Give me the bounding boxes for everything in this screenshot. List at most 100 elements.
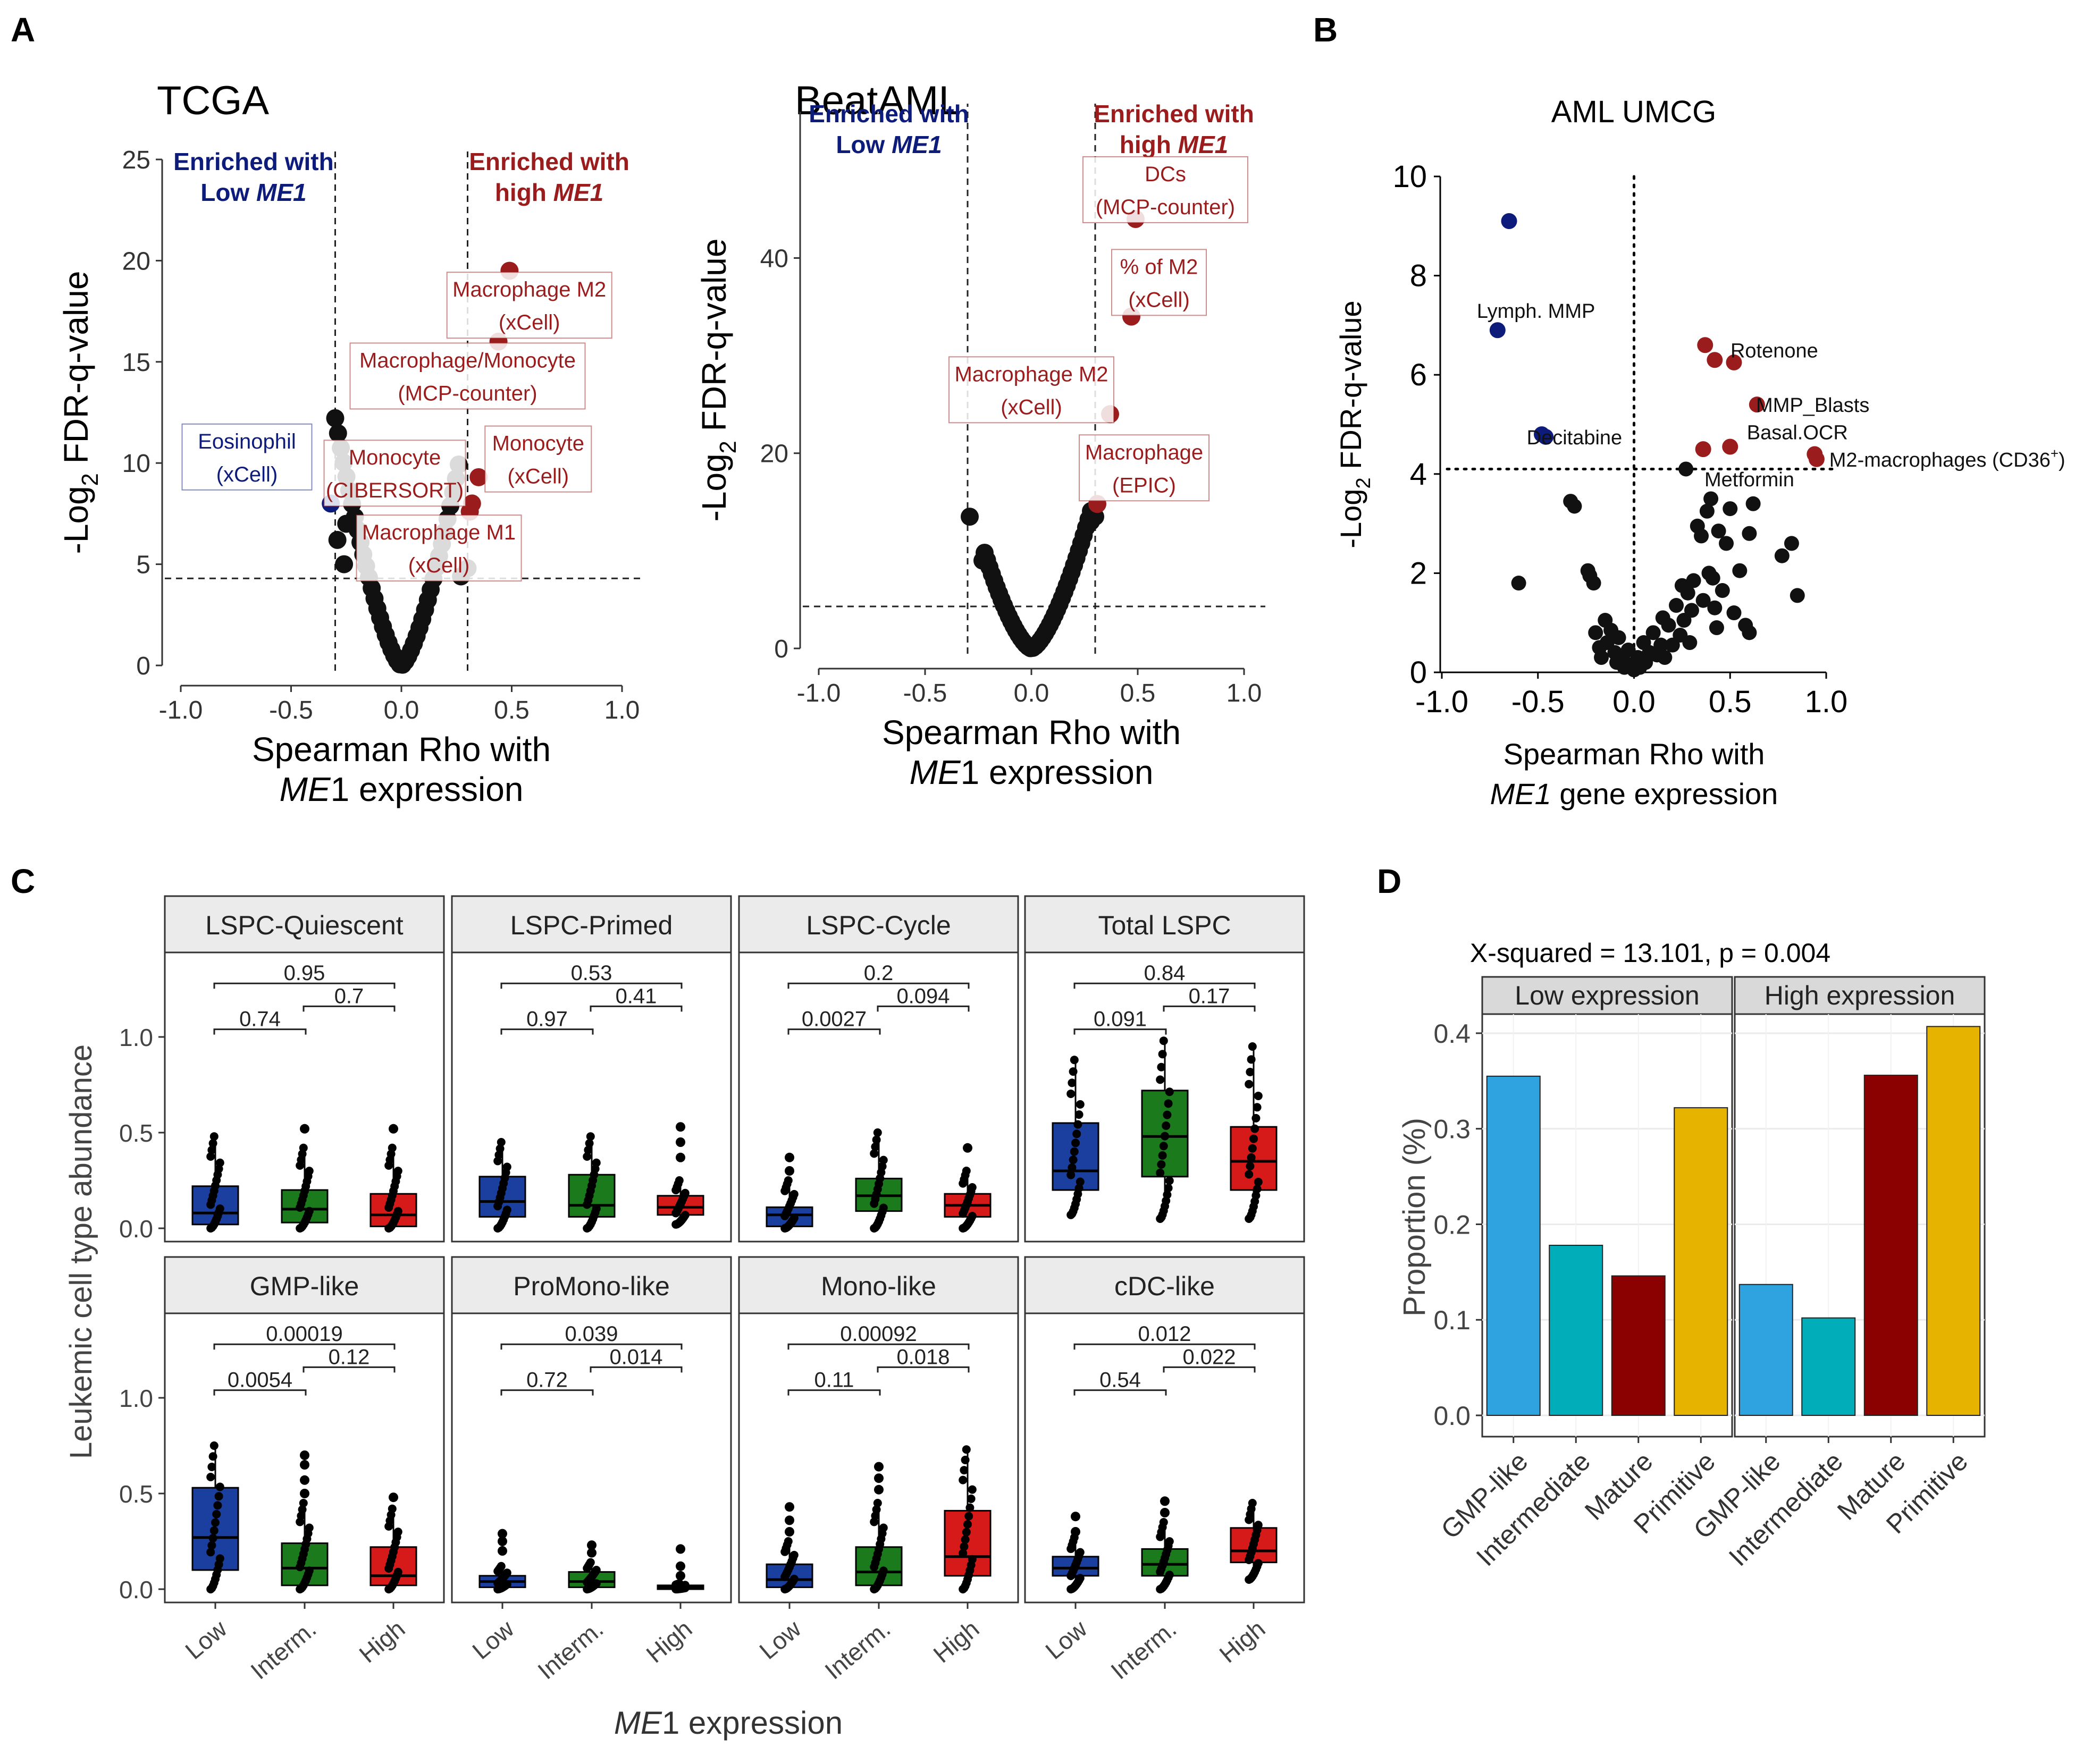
annotation-high-line1: Enriched with bbox=[1094, 100, 1254, 128]
significance-bracket bbox=[590, 1366, 683, 1373]
point-label-text: Macrophage M2 bbox=[954, 362, 1108, 386]
sample-point bbox=[870, 1149, 879, 1158]
sample-point bbox=[675, 1579, 684, 1588]
y-tick-label: 0.5 bbox=[119, 1480, 153, 1508]
outlier-point bbox=[300, 1450, 309, 1460]
x-axis-title-gene: ME bbox=[280, 770, 331, 808]
data-point-low bbox=[1489, 322, 1506, 339]
sample-point bbox=[584, 1145, 593, 1154]
x-axis-title-gene: ME1 bbox=[1490, 777, 1551, 811]
significance-bracket bbox=[303, 1005, 396, 1012]
x-tick-label: 0.0 bbox=[1612, 685, 1656, 719]
bar bbox=[1801, 1317, 1856, 1416]
sample-point bbox=[495, 1144, 505, 1153]
x-tick-label: -0.5 bbox=[903, 679, 947, 707]
sample-point bbox=[1245, 1170, 1254, 1179]
bar bbox=[1738, 1284, 1793, 1416]
sample-point bbox=[789, 1189, 799, 1199]
point-label-text: Macrophage/Monocyte bbox=[359, 349, 576, 372]
outlier-point bbox=[1160, 1496, 1170, 1506]
outlier-point bbox=[300, 1124, 309, 1134]
sample-point bbox=[879, 1203, 888, 1212]
sample-point bbox=[1159, 1036, 1168, 1045]
outlier-point bbox=[587, 1548, 597, 1558]
p-value-label: 0.84 bbox=[1144, 961, 1186, 985]
sample-point bbox=[305, 1566, 314, 1575]
sample-point bbox=[1250, 1124, 1259, 1133]
sample-point bbox=[1162, 1121, 1171, 1130]
annotation-low-line1: Enriched with bbox=[809, 100, 969, 128]
y-axis-title-prefix: -Log bbox=[1334, 489, 1367, 549]
significance-bracket bbox=[500, 1343, 683, 1350]
point-label-box bbox=[446, 272, 612, 339]
panel-label-d: D bbox=[1377, 862, 1401, 900]
p-value-label: 0.091 bbox=[1094, 1008, 1147, 1031]
sample-point bbox=[206, 1548, 215, 1557]
sample-point bbox=[215, 1554, 224, 1563]
x-tick-label: -1.0 bbox=[1415, 685, 1468, 719]
sample-point bbox=[1247, 1055, 1256, 1064]
x-tick-label: -1.0 bbox=[159, 696, 203, 724]
p-value-label: 0.74 bbox=[239, 1008, 281, 1031]
sample-point bbox=[215, 1158, 224, 1167]
x-tick-label: 0.5 bbox=[1120, 679, 1156, 707]
p-value-label: 0.039 bbox=[565, 1322, 618, 1346]
outlier-point bbox=[300, 1460, 309, 1470]
data-point-ns bbox=[1723, 501, 1738, 517]
y-axis-title: -Log2 FDR-q-value bbox=[695, 239, 741, 522]
sample-point bbox=[784, 1176, 793, 1185]
annotation-high-line2: high ME1 bbox=[1120, 131, 1228, 158]
x-axis-title-gene: ME bbox=[910, 753, 961, 791]
p-value-label: 0.0027 bbox=[802, 1008, 867, 1031]
outlier-point bbox=[300, 1489, 309, 1498]
x-axis-title-line2: ME1 expression bbox=[910, 753, 1154, 791]
significance-bracket bbox=[1073, 982, 1256, 989]
sample-point bbox=[1165, 1571, 1174, 1580]
sample-point bbox=[393, 1206, 402, 1216]
sample-point bbox=[208, 1534, 217, 1543]
sample-point bbox=[1254, 1559, 1263, 1568]
data-point-ns bbox=[1653, 637, 1669, 653]
y-tick-label: 0 bbox=[774, 635, 788, 663]
sample-point bbox=[298, 1505, 307, 1514]
p-value-label: 0.094 bbox=[896, 984, 950, 1008]
y-tick-label: 0.2 bbox=[1433, 1210, 1471, 1239]
data-point-high bbox=[1697, 337, 1713, 353]
outlier-point bbox=[785, 1502, 794, 1512]
x-axis-title-line1: Spearman Rho with bbox=[1503, 737, 1765, 771]
facet-title: High expression bbox=[1765, 981, 1955, 1010]
data-point-ns bbox=[1684, 603, 1699, 618]
facet-strip bbox=[1024, 895, 1305, 954]
sample-point bbox=[1156, 1168, 1165, 1177]
sample-point bbox=[592, 1204, 601, 1213]
significance-bracket bbox=[500, 1389, 594, 1396]
facet-title: LSPC-Primed bbox=[510, 910, 673, 940]
y-tick-label: 15 bbox=[122, 349, 150, 377]
significance-bracket bbox=[877, 1005, 970, 1012]
facet-title: LSPC-Quiescent bbox=[205, 910, 403, 940]
sample-point bbox=[494, 1150, 503, 1159]
y-axis-title: Leukemic cell type abundance bbox=[64, 1044, 98, 1459]
sample-point bbox=[681, 1211, 690, 1220]
annotation-low-line2: Low ME1 bbox=[836, 131, 942, 158]
sample-point bbox=[959, 1475, 968, 1484]
data-point-ns bbox=[1588, 625, 1603, 640]
p-value-label: 0.00019 bbox=[266, 1322, 343, 1346]
point-label-text: (xCell) bbox=[1128, 288, 1190, 311]
panel-label-c: C bbox=[11, 862, 35, 900]
chart-title: BeatAML bbox=[795, 78, 961, 123]
significance-bracket bbox=[1073, 1389, 1167, 1396]
p-value-label: 0.2 bbox=[864, 961, 894, 985]
x-axis-title-line2: ME1 expression bbox=[280, 770, 524, 808]
point-label-text: (CIBERSORT) bbox=[326, 479, 464, 502]
bar bbox=[1674, 1107, 1728, 1416]
point-label-text: MMP_Blasts bbox=[1756, 394, 1869, 417]
x-tick-label: 1.0 bbox=[604, 696, 640, 724]
x-tick-label: 0.0 bbox=[1014, 679, 1049, 707]
facet-title: ProMono-like bbox=[513, 1271, 670, 1301]
x-tick-label: 0.0 bbox=[384, 696, 419, 724]
panel-label-b: B bbox=[1313, 11, 1338, 49]
data-point-ns bbox=[1686, 573, 1701, 588]
annotation-low-line2: Low ME1 bbox=[200, 179, 306, 206]
sample-point bbox=[211, 1518, 220, 1527]
